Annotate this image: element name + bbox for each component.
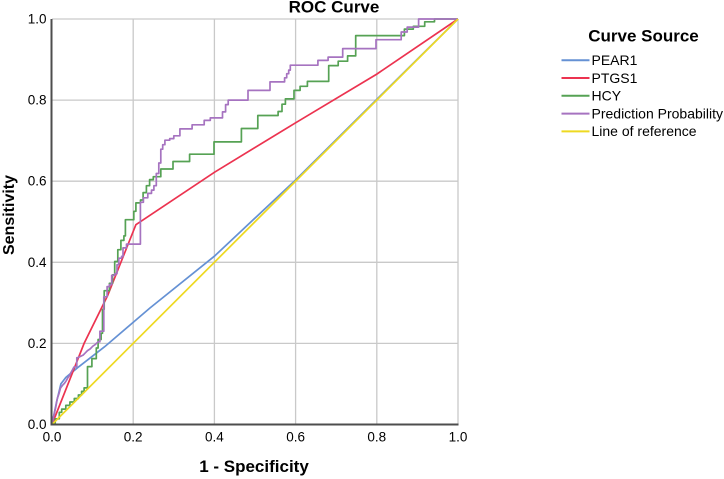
- svg-text:0.4: 0.4: [28, 255, 47, 270]
- svg-text:1.0: 1.0: [449, 430, 468, 445]
- svg-text:HCY: HCY: [592, 88, 622, 104]
- svg-text:ROC Curve: ROC Curve: [289, 0, 380, 17]
- svg-text:Sensitivity: Sensitivity: [1, 175, 18, 255]
- svg-text:1 - Specificity: 1 - Specificity: [199, 457, 309, 476]
- svg-text:Line of reference: Line of reference: [592, 123, 697, 139]
- svg-text:0.4: 0.4: [205, 430, 224, 445]
- svg-text:PEAR1: PEAR1: [592, 52, 638, 68]
- svg-text:0.2: 0.2: [28, 336, 47, 351]
- svg-text:0.2: 0.2: [124, 430, 143, 445]
- svg-text:Prediction Probability: Prediction Probability: [592, 105, 724, 121]
- svg-text:Curve Source: Curve Source: [588, 27, 699, 46]
- svg-text:0.8: 0.8: [28, 93, 47, 108]
- svg-text:0.0: 0.0: [28, 417, 47, 432]
- svg-text:0.0: 0.0: [43, 430, 62, 445]
- svg-text:0.6: 0.6: [286, 430, 305, 445]
- svg-text:1.0: 1.0: [28, 12, 47, 27]
- svg-text:0.8: 0.8: [367, 430, 386, 445]
- svg-text:0.6: 0.6: [28, 174, 47, 189]
- svg-text:PTGS1: PTGS1: [592, 70, 638, 86]
